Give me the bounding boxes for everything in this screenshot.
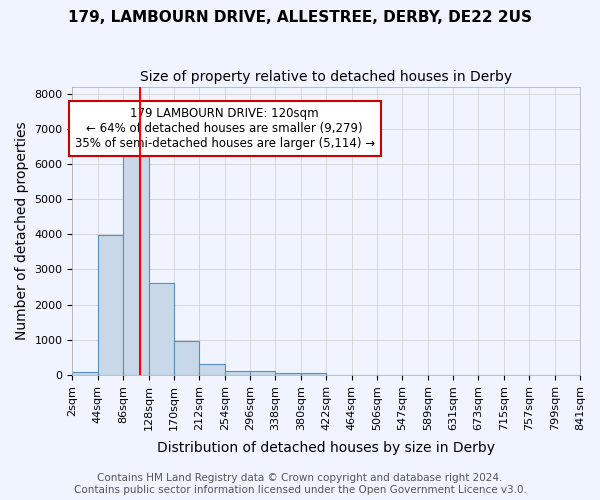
Text: 179, LAMBOURN DRIVE, ALLESTREE, DERBY, DE22 2US: 179, LAMBOURN DRIVE, ALLESTREE, DERBY, D…	[68, 10, 532, 25]
Bar	[301, 374, 326, 375]
Bar	[224, 370, 250, 375]
Bar	[174, 342, 199, 375]
Bar	[275, 373, 301, 375]
Bar	[250, 372, 275, 375]
X-axis label: Distribution of detached houses by size in Derby: Distribution of detached houses by size …	[157, 441, 495, 455]
Bar	[98, 235, 123, 375]
Bar	[73, 372, 98, 375]
Bar	[149, 283, 174, 375]
Bar	[199, 364, 224, 375]
Text: Contains HM Land Registry data © Crown copyright and database right 2024.
Contai: Contains HM Land Registry data © Crown c…	[74, 474, 526, 495]
Title: Size of property relative to detached houses in Derby: Size of property relative to detached ho…	[140, 70, 512, 84]
Text: 179 LAMBOURN DRIVE: 120sqm
← 64% of detached houses are smaller (9,279)
35% of s: 179 LAMBOURN DRIVE: 120sqm ← 64% of deta…	[74, 106, 375, 150]
Y-axis label: Number of detached properties: Number of detached properties	[15, 122, 29, 340]
Bar	[123, 144, 149, 375]
